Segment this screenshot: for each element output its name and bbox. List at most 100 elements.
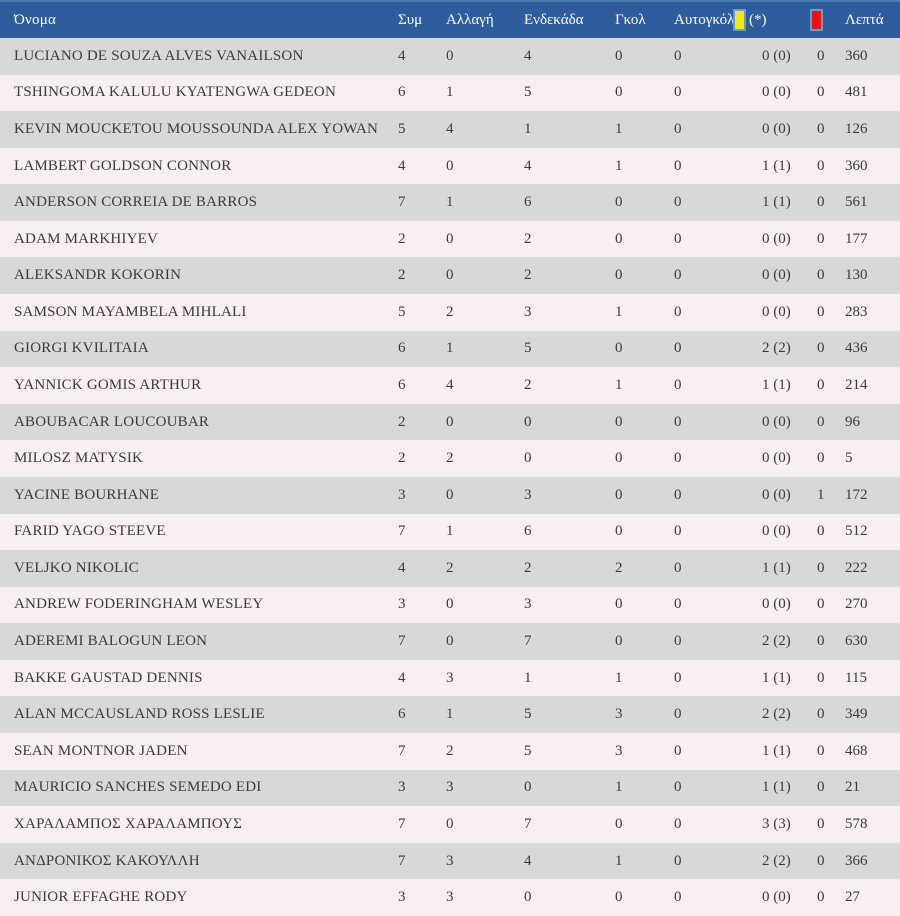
player-name: ABOUBACAR LOUCOUBAR bbox=[14, 413, 210, 430]
goals-value: 0 bbox=[615, 340, 623, 357]
player-name: BAKKE GAUSTAD DENNIS bbox=[14, 669, 203, 686]
own-goals-value: 0 bbox=[674, 267, 682, 284]
player-name: ANDERSON CORREIA DE BARROS bbox=[14, 194, 258, 211]
player-name: SEAN MONTNOR JADEN bbox=[14, 742, 188, 759]
lineup-value: 6 bbox=[524, 523, 532, 540]
own-goals-value: 0 bbox=[674, 559, 682, 576]
table-row[interactable]: GIORGI KVILITAIA 6 1 5 0 0 2 (2) 0 436 bbox=[0, 330, 900, 368]
column-header-red-cards bbox=[810, 2, 845, 38]
minutes-value: 96 bbox=[845, 413, 860, 430]
table-row[interactable]: ΧΑΡΑΛΑΜΠΟΣ ΧΑΡΑΛΑΜΠΟΥΣ 7 0 7 0 0 3 (3) 0… bbox=[0, 806, 900, 843]
red-cards-value: 1 bbox=[817, 486, 825, 503]
appearances-value: 2 bbox=[398, 230, 406, 247]
minutes-value: 366 bbox=[845, 852, 868, 869]
own-goals-value: 0 bbox=[674, 523, 682, 540]
table-row[interactable]: ALEKSANDR KOKORIN 2 0 2 0 0 0 (0) 0 130 bbox=[0, 257, 900, 295]
appearances-value: 7 bbox=[398, 742, 406, 759]
table-row[interactable]: YACINE BOURHANE 3 0 3 0 0 0 (0) 1 172 bbox=[0, 476, 900, 514]
red-cards-value: 0 bbox=[817, 742, 825, 759]
column-header-yellow-cards: (*) bbox=[733, 2, 810, 38]
yellow-cards-value: 0 (0) bbox=[762, 596, 791, 613]
appearances-value: 3 bbox=[398, 779, 406, 796]
lineup-value: 2 bbox=[524, 559, 532, 576]
table-row[interactable]: ADEREMI BALOGUN LEON 7 0 7 0 0 2 (2) 0 6… bbox=[0, 623, 900, 660]
red-cards-value: 0 bbox=[817, 267, 825, 284]
goals-value: 1 bbox=[615, 779, 623, 796]
table-row[interactable]: ADAM MARKHIYEV 2 0 2 0 0 0 (0) 0 177 bbox=[0, 220, 900, 258]
own-goals-value: 0 bbox=[674, 340, 682, 357]
lineup-value: 5 bbox=[524, 742, 532, 759]
table-row[interactable]: BAKKE GAUSTAD DENNIS 4 3 1 1 0 1 (1) 0 1… bbox=[0, 659, 900, 697]
own-goals-value: 0 bbox=[674, 157, 682, 174]
minutes-value: 126 bbox=[845, 120, 868, 137]
appearances-value: 4 bbox=[398, 157, 406, 174]
lineup-value: 5 bbox=[524, 84, 532, 101]
player-name: ALAN MCCAUSLAND ROSS LESLIE bbox=[14, 706, 265, 723]
goals-value: 0 bbox=[615, 450, 623, 467]
yellow-cards-value: 2 (2) bbox=[762, 706, 791, 723]
player-name: FARID YAGO STEEVE bbox=[14, 523, 166, 540]
table-body: LUCIANO DE SOUZA ALVES VANAILSON 4 0 4 0… bbox=[0, 38, 900, 916]
lineup-value: 2 bbox=[524, 230, 532, 247]
lineup-value: 0 bbox=[524, 889, 532, 906]
substitution-value: 0 bbox=[446, 413, 454, 430]
table-row[interactable]: LAMBERT GOLDSON CONNOR 4 0 4 1 0 1 (1) 0… bbox=[0, 147, 900, 185]
red-cards-value: 0 bbox=[817, 633, 825, 650]
goals-value: 0 bbox=[615, 523, 623, 540]
red-cards-value: 0 bbox=[817, 852, 825, 869]
player-name: MILOSZ MATYSIK bbox=[14, 450, 144, 467]
table-row[interactable]: ABOUBACAR LOUCOUBAR 2 0 0 0 0 0 (0) 0 96 bbox=[0, 403, 900, 441]
player-name: TSHINGOMA KALULU KYATENGWA GEDEON bbox=[14, 84, 336, 101]
appearances-value: 7 bbox=[398, 633, 406, 650]
column-header-minutes: Λεπτά bbox=[845, 11, 884, 28]
appearances-value: 7 bbox=[398, 194, 406, 211]
own-goals-value: 0 bbox=[674, 47, 682, 64]
appearances-value: 3 bbox=[398, 486, 406, 503]
minutes-value: 115 bbox=[845, 669, 867, 686]
table-row[interactable]: LUCIANO DE SOUZA ALVES VANAILSON 4 0 4 0… bbox=[0, 38, 900, 75]
substitution-value: 1 bbox=[446, 84, 454, 101]
player-name: LAMBERT GOLDSON CONNOR bbox=[14, 157, 232, 174]
lineup-value: 3 bbox=[524, 303, 532, 320]
player-name: ALEKSANDR KOKORIN bbox=[14, 267, 182, 284]
goals-value: 1 bbox=[615, 669, 623, 686]
own-goals-value: 0 bbox=[674, 194, 682, 211]
table-row[interactable]: SAMSON MAYAMBELA MIHLALI 5 2 3 1 0 0 (0)… bbox=[0, 294, 900, 331]
table-row[interactable]: ΑΝΔΡΟΝΙΚΟΣ ΚΑΚΟΥΛΛΗ 7 3 4 1 0 2 (2) 0 36… bbox=[0, 842, 900, 880]
column-header-appearances: Συμ bbox=[398, 11, 423, 28]
column-header-own-goals: Αυτογκόλ bbox=[674, 11, 733, 28]
substitution-value: 0 bbox=[446, 267, 454, 284]
substitution-value: 4 bbox=[446, 376, 454, 393]
column-header-name: Όνομα bbox=[14, 11, 57, 28]
table-row[interactable]: VELJKO NIKOLIC 4 2 2 2 0 1 (1) 0 222 bbox=[0, 550, 900, 587]
table-row[interactable]: YANNICK GOMIS ARTHUR 6 4 2 1 0 1 (1) 0 2… bbox=[0, 367, 900, 404]
table-row[interactable]: ANDERSON CORREIA DE BARROS 7 1 6 0 0 1 (… bbox=[0, 184, 900, 221]
player-name: MAURICIO SANCHES SEMEDO EDI bbox=[14, 779, 262, 796]
table-row[interactable]: KEVIN MOUCKETOU MOUSSOUNDA ALEX YOWAN 5 … bbox=[0, 111, 900, 148]
player-name: ΑΝΔΡΟΝΙΚΟΣ ΚΑΚΟΥΛΛΗ bbox=[14, 852, 200, 869]
appearances-value: 7 bbox=[398, 852, 406, 869]
player-name: VELJKO NIKOLIC bbox=[14, 559, 139, 576]
column-header-substitution: Αλλαγή bbox=[446, 11, 494, 28]
lineup-value: 7 bbox=[524, 633, 532, 650]
table-row[interactable]: FARID YAGO STEEVE 7 1 6 0 0 0 (0) 0 512 bbox=[0, 513, 900, 551]
red-cards-value: 0 bbox=[817, 450, 825, 467]
table-row[interactable]: ANDREW FODERINGHAM WESLEY 3 0 3 0 0 0 (0… bbox=[0, 586, 900, 624]
minutes-value: 177 bbox=[845, 230, 868, 247]
goals-value: 0 bbox=[615, 230, 623, 247]
table-row[interactable]: JUNIOR EFFAGHE RODY 3 3 0 0 0 0 (0) 0 27 bbox=[0, 879, 900, 916]
table-row[interactable]: ALAN MCCAUSLAND ROSS LESLIE 6 1 5 3 0 2 … bbox=[0, 696, 900, 733]
table-row[interactable]: MAURICIO SANCHES SEMEDO EDI 3 3 0 1 0 1 … bbox=[0, 769, 900, 807]
appearances-value: 7 bbox=[398, 523, 406, 540]
table-row[interactable]: MILOSZ MATYSIK 2 2 0 0 0 0 (0) 0 5 bbox=[0, 440, 900, 477]
table-row[interactable]: SEAN MONTNOR JADEN 7 2 5 3 0 1 (1) 0 468 bbox=[0, 732, 900, 770]
goals-value: 1 bbox=[615, 120, 623, 137]
table-row[interactable]: TSHINGOMA KALULU KYATENGWA GEDEON 6 1 5 … bbox=[0, 74, 900, 112]
substitution-value: 2 bbox=[446, 742, 454, 759]
lineup-value: 3 bbox=[524, 486, 532, 503]
yellow-cards-value: 2 (2) bbox=[762, 633, 791, 650]
goals-value: 1 bbox=[615, 303, 623, 320]
own-goals-value: 0 bbox=[674, 120, 682, 137]
appearances-value: 6 bbox=[398, 84, 406, 101]
lineup-value: 0 bbox=[524, 779, 532, 796]
